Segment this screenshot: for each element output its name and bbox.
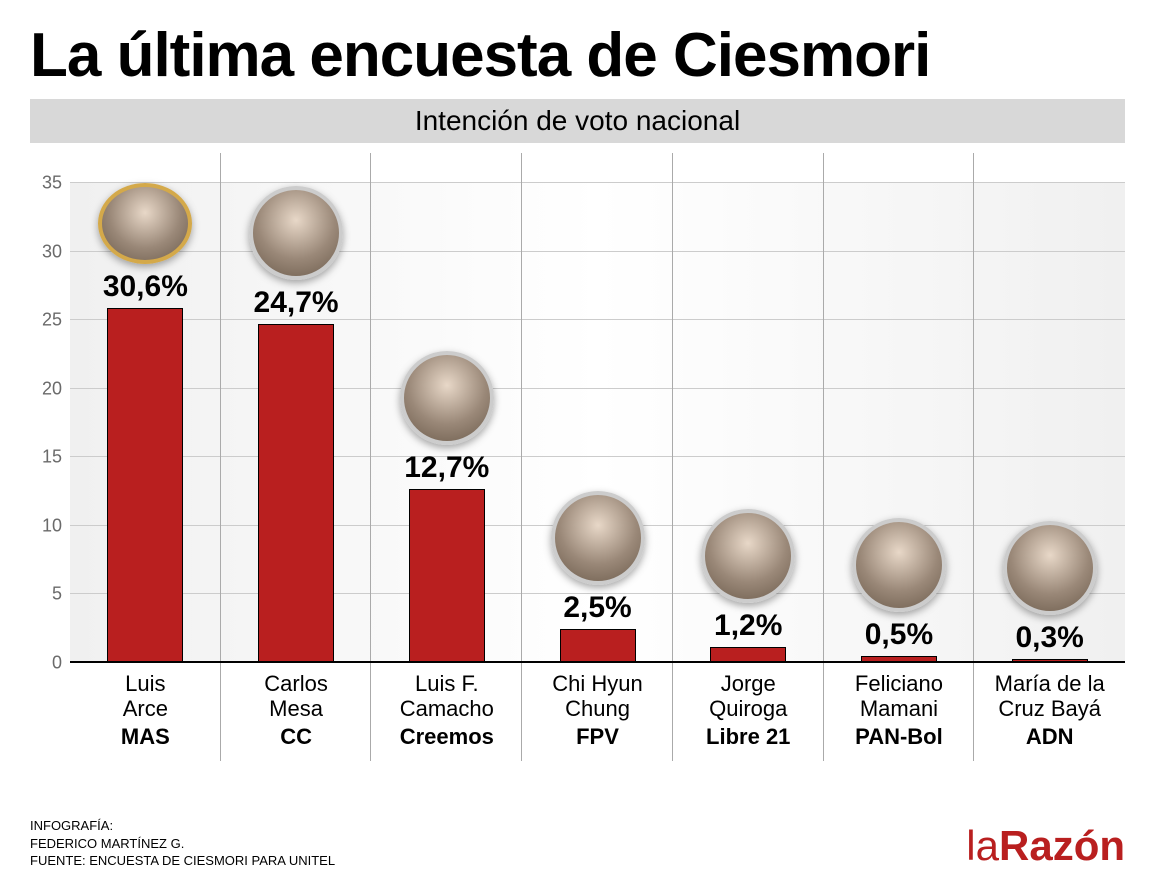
bar-value-label: 0,3% [1015, 621, 1083, 655]
x-label-slot: JorgeQuirogaLibre 21 [673, 665, 824, 750]
baseline [70, 661, 1125, 663]
logo-main: Razón [999, 822, 1125, 869]
candidate-avatar [852, 518, 946, 612]
y-axis: 05101520253035 [30, 183, 70, 663]
bar-value-label: 24,7% [254, 286, 339, 320]
y-tick: 30 [42, 241, 62, 262]
bar-slot: 0,5% [824, 183, 975, 663]
x-label-slot: FelicianoMamaniPAN-Bol [824, 665, 975, 750]
credit-infografia-label: INFOGRAFÍA: [30, 817, 335, 835]
y-tick: 20 [42, 378, 62, 399]
bar-slot: 1,2% [673, 183, 824, 663]
bar [560, 629, 636, 663]
bar [409, 489, 485, 663]
bar [258, 324, 334, 663]
main-title: La última encuesta de Ciesmori [30, 20, 1125, 91]
candidate-avatar [551, 491, 645, 585]
brand-logo: laRazón [966, 822, 1125, 870]
x-label-slot: Chi HyunChungFPV [522, 665, 673, 750]
candidate-name: JorgeQuiroga [677, 671, 820, 722]
y-tick: 0 [52, 653, 62, 674]
bar-chart: 0 5 10 15 20 25 30 35 30,6% 24,7% 12,7% 2,5% 1,2% 0,… [30, 153, 1125, 743]
candidate-party: ADN [978, 724, 1121, 750]
y-tick: 15 [42, 447, 62, 468]
candidate-avatar [1003, 521, 1097, 615]
candidate-name: María de laCruz Bayá [978, 671, 1121, 722]
candidate-avatar [400, 351, 494, 445]
bar-slot: 12,7% [371, 183, 522, 663]
y-tick: 35 [42, 173, 62, 194]
subtitle-bar: Intención de voto nacional [30, 99, 1125, 143]
candidate-party: CC [225, 724, 368, 750]
x-axis-labels: LuisArceMASCarlosMesaCCLuis F.CamachoCre… [70, 665, 1125, 750]
logo-prefix: la [966, 822, 999, 869]
candidate-party: Creemos [375, 724, 518, 750]
candidate-avatar [98, 183, 192, 264]
candidate-party: MAS [74, 724, 217, 750]
credits: INFOGRAFÍA: FEDERICO MARTÍNEZ G. FUENTE:… [30, 817, 335, 870]
candidate-avatar [701, 509, 795, 603]
bar-value-label: 2,5% [563, 591, 631, 625]
bar-slot: 2,5% [522, 183, 673, 663]
candidate-name: Chi HyunChung [526, 671, 669, 722]
bar-slot: 0,3% [974, 183, 1125, 663]
bar-slot: 24,7% [221, 183, 372, 663]
bar-value-label: 30,6% [103, 270, 188, 304]
y-tick: 25 [42, 310, 62, 331]
x-label-slot: María de laCruz BayáADN [974, 665, 1125, 750]
candidate-party: Libre 21 [677, 724, 820, 750]
bar-value-label: 0,5% [865, 618, 933, 652]
x-label-slot: Luis F.CamachoCreemos [371, 665, 522, 750]
bar-value-label: 12,7% [404, 451, 489, 485]
credit-author: FEDERICO MARTÍNEZ G. [30, 835, 335, 853]
candidate-name: CarlosMesa [225, 671, 368, 722]
candidate-party: FPV [526, 724, 669, 750]
bar-value-label: 1,2% [714, 609, 782, 643]
candidate-name: FelicianoMamani [828, 671, 971, 722]
x-label-slot: LuisArceMAS [70, 665, 221, 750]
footer: INFOGRAFÍA: FEDERICO MARTÍNEZ G. FUENTE:… [30, 817, 1125, 870]
candidate-name: LuisArce [74, 671, 217, 722]
bar-slot: 30,6% [70, 183, 221, 663]
y-tick: 5 [52, 584, 62, 605]
candidate-avatar [249, 186, 343, 280]
chart-plot: 30,6% 24,7% 12,7% 2,5% 1,2% 0,5% 0,3% [70, 183, 1125, 663]
y-tick: 10 [42, 515, 62, 536]
x-label-slot: CarlosMesaCC [221, 665, 372, 750]
credit-source: FUENTE: ENCUESTA DE CIESMORI PARA UNITEL [30, 852, 335, 870]
bar [107, 308, 183, 663]
candidate-party: PAN-Bol [828, 724, 971, 750]
candidate-name: Luis F.Camacho [375, 671, 518, 722]
bars-container: 30,6% 24,7% 12,7% 2,5% 1,2% 0,5% 0,3% [70, 183, 1125, 663]
